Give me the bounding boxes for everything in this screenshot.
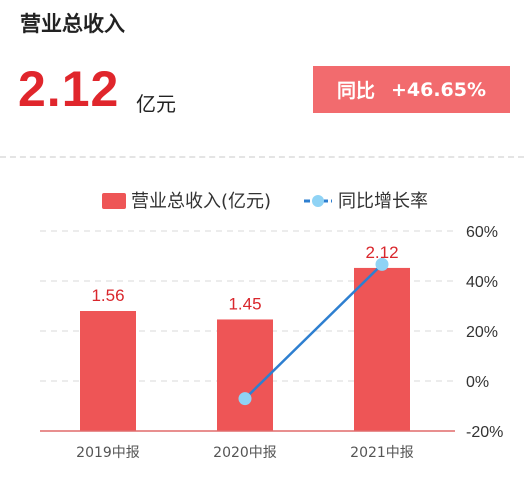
section-divider bbox=[0, 156, 524, 158]
right-axis-tick: -20% bbox=[466, 424, 503, 441]
growth-point bbox=[238, 392, 252, 406]
growth-point bbox=[375, 257, 389, 271]
bar-series bbox=[80, 267, 410, 431]
right-axis-tick: 60% bbox=[466, 224, 498, 241]
bar bbox=[217, 319, 273, 431]
legend-line-marker bbox=[312, 195, 324, 207]
x-axis-tick: 2021中报 bbox=[350, 445, 414, 461]
yoy-value: +46.65% bbox=[390, 78, 487, 101]
legend-bar-swatch bbox=[102, 193, 126, 209]
right-axis-tick: 40% bbox=[466, 274, 498, 291]
bar bbox=[80, 311, 136, 431]
data-labels: 1.56 1.45 2.12 bbox=[91, 243, 398, 314]
x-axis-tick: 2020中报 bbox=[213, 445, 277, 461]
revenue-value: 2.12 bbox=[18, 61, 120, 117]
revenue-unit: 亿元 bbox=[136, 92, 176, 116]
right-axis-tick: 0% bbox=[466, 374, 489, 391]
legend-bar-label: 营业总收入(亿元) bbox=[131, 191, 271, 212]
page-title: 营业总收入 bbox=[20, 12, 125, 36]
line-series bbox=[238, 257, 389, 406]
right-axis-tick: 20% bbox=[466, 324, 498, 341]
bar bbox=[354, 267, 410, 431]
x-axis-tick: 2019中报 bbox=[76, 445, 140, 461]
bar-value-label: 1.56 bbox=[91, 286, 124, 305]
legend-line-label: 同比增长率 bbox=[338, 191, 428, 212]
bar-value-label: 1.45 bbox=[228, 294, 261, 313]
axes: 60% 40% 20% 0% -20% 2019中报 2020中报 2021中报 bbox=[40, 224, 503, 461]
bar-value-label: 2.12 bbox=[365, 243, 398, 262]
legend: 营业总收入(亿元) 同比增长率 bbox=[102, 191, 428, 212]
growth-line bbox=[244, 263, 383, 400]
yoy-label: 同比 bbox=[336, 80, 375, 102]
yoy-badge: 同比 +46.65% bbox=[313, 66, 510, 113]
